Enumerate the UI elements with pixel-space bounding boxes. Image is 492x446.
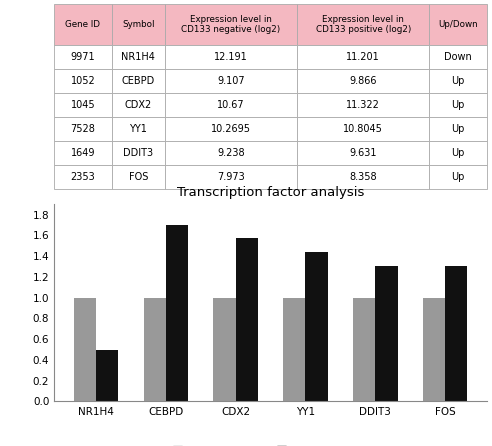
Text: 11.201: 11.201 xyxy=(346,52,380,62)
Bar xyxy=(430,141,487,165)
Bar xyxy=(353,297,375,401)
Bar xyxy=(297,93,430,117)
Bar xyxy=(54,117,112,141)
Bar xyxy=(54,45,112,69)
Bar xyxy=(112,93,165,117)
Bar xyxy=(236,239,258,401)
Text: 9.238: 9.238 xyxy=(217,148,245,158)
Text: 1045: 1045 xyxy=(71,100,95,110)
Bar xyxy=(375,266,398,401)
Bar xyxy=(54,93,112,117)
Bar xyxy=(297,117,430,141)
Text: Up: Up xyxy=(452,172,465,182)
Bar xyxy=(283,297,306,401)
Bar xyxy=(54,69,112,93)
Text: Up: Up xyxy=(452,148,465,158)
Bar xyxy=(445,266,467,401)
Text: Expression level in
CD133 positive (log2): Expression level in CD133 positive (log2… xyxy=(315,15,411,34)
Text: 9.107: 9.107 xyxy=(217,76,245,86)
Text: 9.866: 9.866 xyxy=(349,76,377,86)
Bar xyxy=(423,297,445,401)
Bar xyxy=(297,45,430,69)
Bar xyxy=(165,141,297,165)
Text: 10.2695: 10.2695 xyxy=(211,124,251,134)
Text: 1052: 1052 xyxy=(71,76,95,86)
Legend: CD133 negative, CD133 positive: CD133 negative, CD133 positive xyxy=(169,442,372,446)
Bar xyxy=(112,141,165,165)
Bar xyxy=(430,93,487,117)
Text: Down: Down xyxy=(444,52,472,62)
Bar xyxy=(430,69,487,93)
Text: Up: Up xyxy=(452,76,465,86)
Bar xyxy=(297,4,430,45)
Bar xyxy=(96,350,119,401)
Text: NR1H4: NR1H4 xyxy=(122,52,155,62)
Bar xyxy=(54,141,112,165)
Text: CDX2: CDX2 xyxy=(124,100,152,110)
Bar xyxy=(430,45,487,69)
Bar xyxy=(297,141,430,165)
Bar xyxy=(214,297,236,401)
Bar xyxy=(112,69,165,93)
Text: Up: Up xyxy=(452,124,465,134)
Bar xyxy=(165,4,297,45)
Bar xyxy=(165,93,297,117)
Text: 8.358: 8.358 xyxy=(349,172,377,182)
Text: DDIT3: DDIT3 xyxy=(123,148,154,158)
Text: Up: Up xyxy=(452,100,465,110)
Text: 7528: 7528 xyxy=(70,124,95,134)
Bar xyxy=(144,297,166,401)
Text: Expression level in
CD133 negative (log2): Expression level in CD133 negative (log2… xyxy=(181,15,280,34)
Text: CEBPD: CEBPD xyxy=(122,76,155,86)
Text: 12.191: 12.191 xyxy=(214,52,248,62)
Bar xyxy=(430,165,487,189)
Text: 1649: 1649 xyxy=(71,148,95,158)
Text: FOS: FOS xyxy=(128,172,148,182)
Bar xyxy=(166,225,188,401)
Bar xyxy=(112,117,165,141)
Text: Up/Down: Up/Down xyxy=(438,20,478,29)
Bar xyxy=(297,165,430,189)
Bar xyxy=(112,45,165,69)
Bar xyxy=(54,165,112,189)
Text: 2353: 2353 xyxy=(71,172,95,182)
Bar xyxy=(165,117,297,141)
Text: 10.67: 10.67 xyxy=(217,100,245,110)
Bar xyxy=(165,165,297,189)
Text: YY1: YY1 xyxy=(129,124,147,134)
Bar xyxy=(112,165,165,189)
Bar xyxy=(430,117,487,141)
Bar xyxy=(165,45,297,69)
Bar xyxy=(112,4,165,45)
Text: 11.322: 11.322 xyxy=(346,100,380,110)
Bar xyxy=(306,252,328,401)
Text: 9.631: 9.631 xyxy=(349,148,377,158)
Text: 9971: 9971 xyxy=(71,52,95,62)
Title: Transcription factor analysis: Transcription factor analysis xyxy=(177,186,364,199)
Bar xyxy=(430,4,487,45)
Bar xyxy=(54,4,112,45)
Bar xyxy=(297,69,430,93)
Text: 10.8045: 10.8045 xyxy=(343,124,383,134)
Text: Gene ID: Gene ID xyxy=(65,20,100,29)
Text: 7.973: 7.973 xyxy=(217,172,245,182)
Bar xyxy=(74,297,96,401)
Bar xyxy=(165,69,297,93)
Text: Symbol: Symbol xyxy=(122,20,154,29)
